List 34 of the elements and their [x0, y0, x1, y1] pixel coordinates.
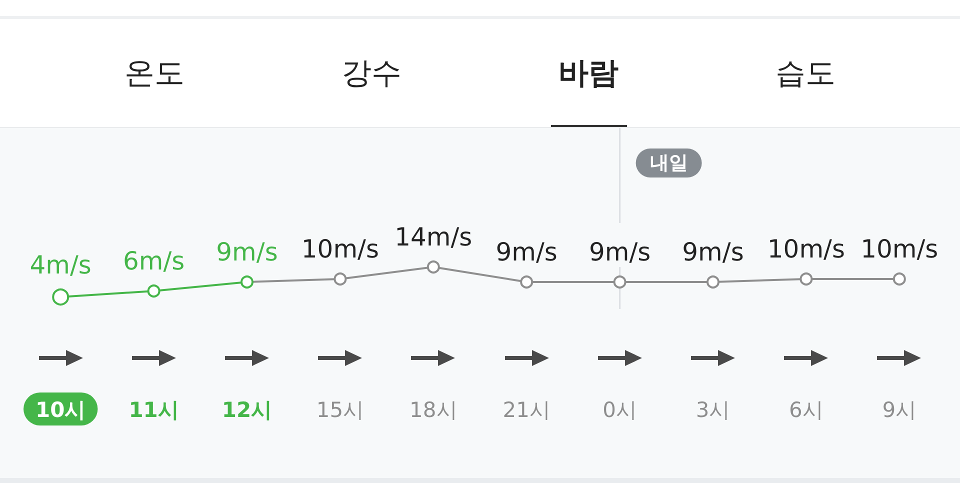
- x-tick-label: 12시: [222, 398, 272, 422]
- text: 습도: [776, 56, 836, 90]
- data-label: 4m/s: [30, 250, 92, 280]
- data-label: 10m/s: [767, 234, 846, 264]
- data-label: 10m/s: [860, 234, 938, 264]
- x-tick-label: 18시: [410, 398, 458, 422]
- data-label: 6m/s: [122, 246, 185, 276]
- x-tick-label: 15시: [316, 398, 364, 422]
- data-label: 10m/s: [301, 234, 380, 264]
- x-tick-label: 0시: [602, 398, 637, 422]
- point: [892, 272, 906, 286]
- chart-title: 바람: [558, 56, 618, 90]
- data-label: 9m/s: [216, 238, 278, 266]
- point: [334, 272, 347, 286]
- x-tick-label: 6시: [789, 398, 824, 422]
- point: [706, 276, 720, 288]
- point: [613, 276, 626, 288]
- point: [800, 272, 813, 286]
- data-label: 9m/s: [588, 238, 651, 266]
- text: 온도: [124, 56, 184, 90]
- x-tick-label: 3시: [696, 398, 730, 422]
- x-tick-label: 21시: [502, 398, 550, 422]
- x-tick-label: 11시: [128, 398, 179, 422]
- x-tick-label: 9시: [882, 398, 917, 422]
- data-label: 14m/s: [394, 222, 472, 252]
- point: [426, 260, 440, 274]
- point: [147, 284, 160, 298]
- text: 강수: [342, 56, 402, 90]
- data-label: 9m/s: [682, 238, 744, 266]
- x-tick-label: 10시: [35, 398, 86, 422]
- point: [520, 276, 534, 288]
- ref-line-label: 내일: [650, 152, 688, 174]
- data-label: 9m/s: [496, 238, 558, 266]
- point: [240, 276, 254, 288]
